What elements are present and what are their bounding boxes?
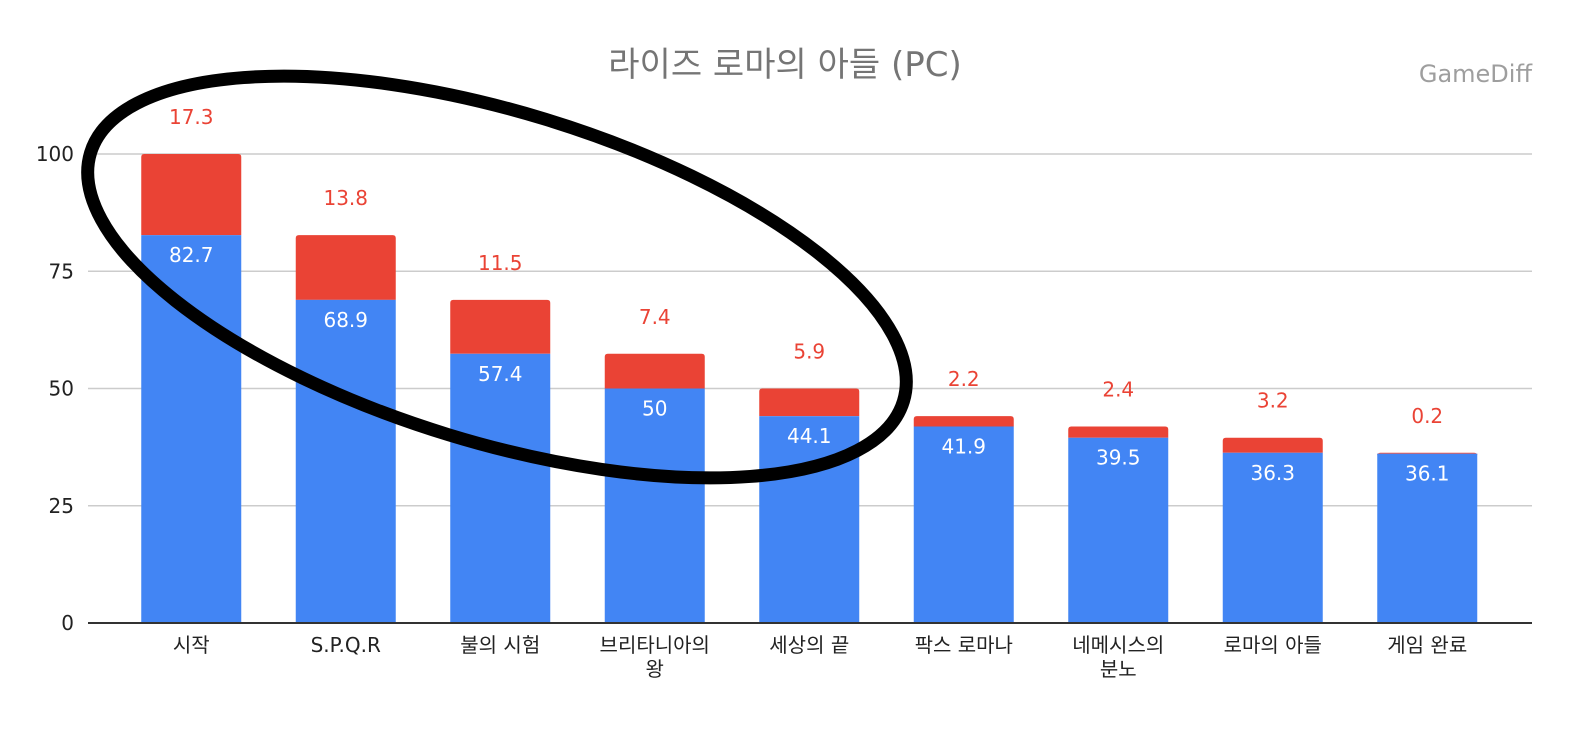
watermark-gamediff: GameDiff xyxy=(1419,60,1533,88)
x-tick-label: 게임 완료 xyxy=(1387,633,1467,657)
bar-label-blue: 36.1 xyxy=(1405,462,1450,486)
bar-label-red: 17.3 xyxy=(169,105,214,129)
x-tick-label: 팍스 로마나 xyxy=(915,633,1013,657)
y-tick-label: 50 xyxy=(49,377,74,401)
bar-segment-red xyxy=(759,388,860,417)
bar-segment-red xyxy=(1222,437,1323,453)
bar-segment-blue xyxy=(141,235,242,623)
bar-segment-red xyxy=(913,416,1014,427)
bar-segment-red xyxy=(295,235,396,300)
bar-label-blue: 44.1 xyxy=(787,424,832,448)
x-tick-label: 브리타니아의 xyxy=(600,633,710,657)
bar-segment-blue xyxy=(295,299,396,623)
chart-title: 라이즈 로마의 아들 (PC) xyxy=(608,45,961,85)
x-tick-label: 네메시스의 xyxy=(1072,633,1164,657)
bar-segment-blue xyxy=(1377,453,1478,623)
bar-label-red: 0.2 xyxy=(1411,404,1443,428)
data-labels: 82.7 17.3 68.9 13.8 57.4 11.5 50 7.4 44.1 5.9 41.9… xyxy=(169,105,1450,486)
y-tick-label: 0 xyxy=(61,611,74,635)
bar-label-red: 5.9 xyxy=(793,340,825,364)
bar-label-blue: 39.5 xyxy=(1096,446,1141,470)
bar-label-red: 2.4 xyxy=(1102,377,1134,401)
bar-label-blue: 68.9 xyxy=(323,308,368,332)
bar-label-red: 2.2 xyxy=(948,367,980,391)
y-tick-label: 100 xyxy=(36,142,74,166)
bar-segment-red xyxy=(1377,452,1478,456)
bar-segment-red xyxy=(450,299,551,354)
bar-label-blue: 36.3 xyxy=(1250,461,1295,485)
bar-segment-blue xyxy=(604,388,705,623)
x-tick-label: 로마의 아들 xyxy=(1224,633,1322,657)
bar-segment-blue xyxy=(1222,452,1323,623)
x-tick-label: S.P.Q.R xyxy=(311,633,381,657)
bar-label-red: 7.4 xyxy=(639,305,671,329)
highlight-ellipse xyxy=(81,69,913,485)
bar-segment-blue xyxy=(450,353,551,623)
bar-label-red: 13.8 xyxy=(323,186,368,210)
bar-label-blue: 82.7 xyxy=(169,243,214,267)
bar-label-red: 11.5 xyxy=(478,251,523,275)
bar-label-red: 3.2 xyxy=(1257,389,1289,413)
x-tick-label: 세상의 끝 xyxy=(769,633,849,657)
bars xyxy=(141,154,1478,623)
x-tick-label: 왕 xyxy=(646,657,664,681)
y-axis: 0 25 50 75 100 xyxy=(36,142,74,635)
x-tick-label: 불의 시험 xyxy=(460,633,540,657)
x-tick-label: 분노 xyxy=(1100,657,1137,681)
y-tick-label: 25 xyxy=(49,494,74,518)
bar-label-blue: 50 xyxy=(642,397,667,421)
bar-label-blue: 41.9 xyxy=(941,434,986,458)
bar-segment-red xyxy=(604,353,705,389)
x-tick-label: 시작 xyxy=(173,633,210,657)
bar-segment-blue xyxy=(1068,437,1169,623)
bar-segment-red xyxy=(1068,426,1169,438)
y-tick-label: 75 xyxy=(49,259,74,283)
bar-segment-blue xyxy=(913,426,1014,623)
bar-segment-red xyxy=(141,154,242,236)
bar-label-blue: 57.4 xyxy=(478,362,523,386)
